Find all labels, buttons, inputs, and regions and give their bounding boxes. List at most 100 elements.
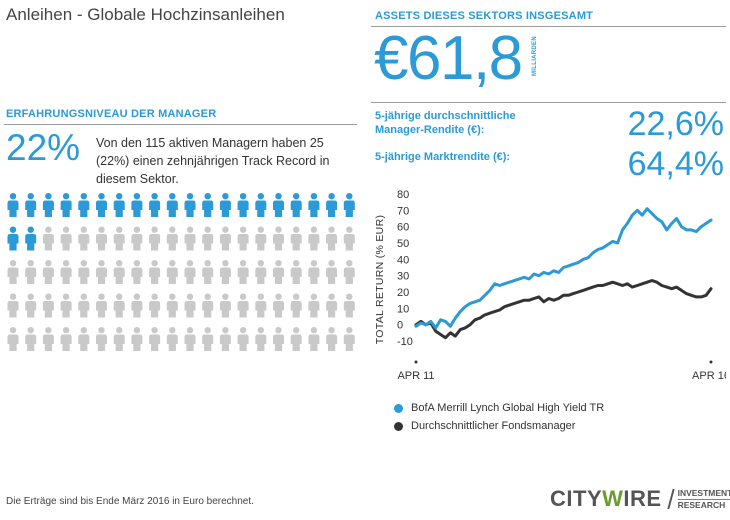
person-icon [78,293,90,318]
person-icon [113,226,125,251]
person-icon [149,226,161,251]
person-icon [184,226,196,251]
series-line-average-manager [414,279,713,340]
person-icon [131,327,143,351]
person-icon [273,193,284,217]
person-icon [255,327,267,351]
person-icon [60,193,72,217]
person-icon [202,260,214,284]
person-icon [343,260,355,284]
person-icon [202,293,214,318]
person-icon [131,293,143,318]
person-icon [25,260,37,284]
person-icon [308,293,320,318]
legend-item-average-manager: Durchschnittlicher Fondsmanager [394,417,604,435]
person-icon [78,226,90,251]
person-icon [219,226,231,251]
logo-wordmark-b: IRE [623,486,662,511]
person-icon [184,260,196,284]
manager-return-value: 22,6% [627,105,724,143]
person-icon [219,327,231,351]
person-icon [25,193,37,217]
person-icon [308,226,320,251]
person-icon [131,193,143,217]
person-icon [343,226,355,251]
manager-people-grid [7,193,355,351]
person-icon [308,260,320,284]
person-icon [166,226,178,251]
citywire-logo: CITYWIRE INVESTMENT RESEARCH [550,486,730,512]
person-icon [60,226,72,251]
person-icon [202,226,214,251]
person-icon [149,293,161,318]
managers-percent: 22% [6,127,81,168]
y-tick-label: 70 [397,205,409,217]
person-icon [290,293,302,318]
person-icon [113,193,125,217]
person-icon [308,193,320,217]
returns-divider [371,102,726,103]
person-icon [290,193,302,217]
assets-heading: ASSETS DIESES SEKTORS INSGESAMT [375,10,594,22]
person-icon [166,193,178,217]
legend-item-benchmark: BofA Merrill Lynch Global High Yield TR [394,399,604,417]
logo-subtitle-line1: INVESTMENT [677,488,730,500]
person-icon [113,293,125,318]
person-icon [7,260,19,284]
y-tick-label: 50 [397,238,409,250]
person-icon [255,260,267,284]
person-icon [255,193,267,217]
series-line-benchmark [414,207,713,330]
logo-wordmark-w: W [602,486,624,511]
y-axis-label: TOTAL RETURN (% EUR) [374,215,386,344]
y-tick-label: 20 [397,287,409,299]
person-icon [273,260,284,284]
legend-label-benchmark: BofA Merrill Lynch Global High Yield TR [411,402,605,414]
person-icon [326,193,338,217]
assets-unit: MILLIARDEN [532,36,538,76]
person-icon [326,293,338,318]
market-return-label: 5-jährige Marktrendite (€): [375,151,511,163]
person-icon [166,293,178,318]
person-icon [219,293,231,318]
y-tick-label: 0 [397,320,403,332]
person-icon [42,327,54,351]
person-icon [237,327,249,351]
person-icon [308,327,320,351]
person-icon [343,293,355,318]
person-icon [60,327,72,351]
logo-separator [666,489,675,509]
person-icon [25,226,37,251]
y-tick-label: 40 [397,254,409,266]
person-icon [113,327,125,351]
person-icon [96,327,107,351]
person-icon [149,260,161,284]
person-icon [273,327,284,351]
person-icon [25,327,37,351]
person-icon [202,327,214,351]
y-tick-label: 80 [397,189,409,201]
y-tick-label: 60 [397,222,409,234]
person-icon [78,260,90,284]
legend-dot-average-manager [394,421,403,431]
person-icon [7,193,19,217]
person-icon [42,293,54,318]
logo-wordmark: CITYWIRE [550,486,662,512]
logo-wordmark-a: CITY [550,486,603,511]
person-icon [96,226,107,251]
person-icon [237,260,249,284]
person-icon [219,193,231,217]
person-icon [343,327,355,351]
y-tick-label: 30 [397,271,409,283]
managers-heading: ERFAHRUNGSNIVEAU DER MANAGER [6,108,217,120]
person-icon [219,260,231,284]
person-icon [255,293,267,318]
logo-subtitle-line2: RESEARCH [677,499,726,510]
person-icon [273,226,284,251]
legend-label-average-manager: Durchschnittlicher Fondsmanager [411,420,576,432]
x-tick-label: APR 11 [397,370,434,382]
person-icon [326,327,338,351]
person-icon [42,260,54,284]
logo-subtitle: INVESTMENT RESEARCH [677,488,730,510]
person-icon [113,260,125,284]
